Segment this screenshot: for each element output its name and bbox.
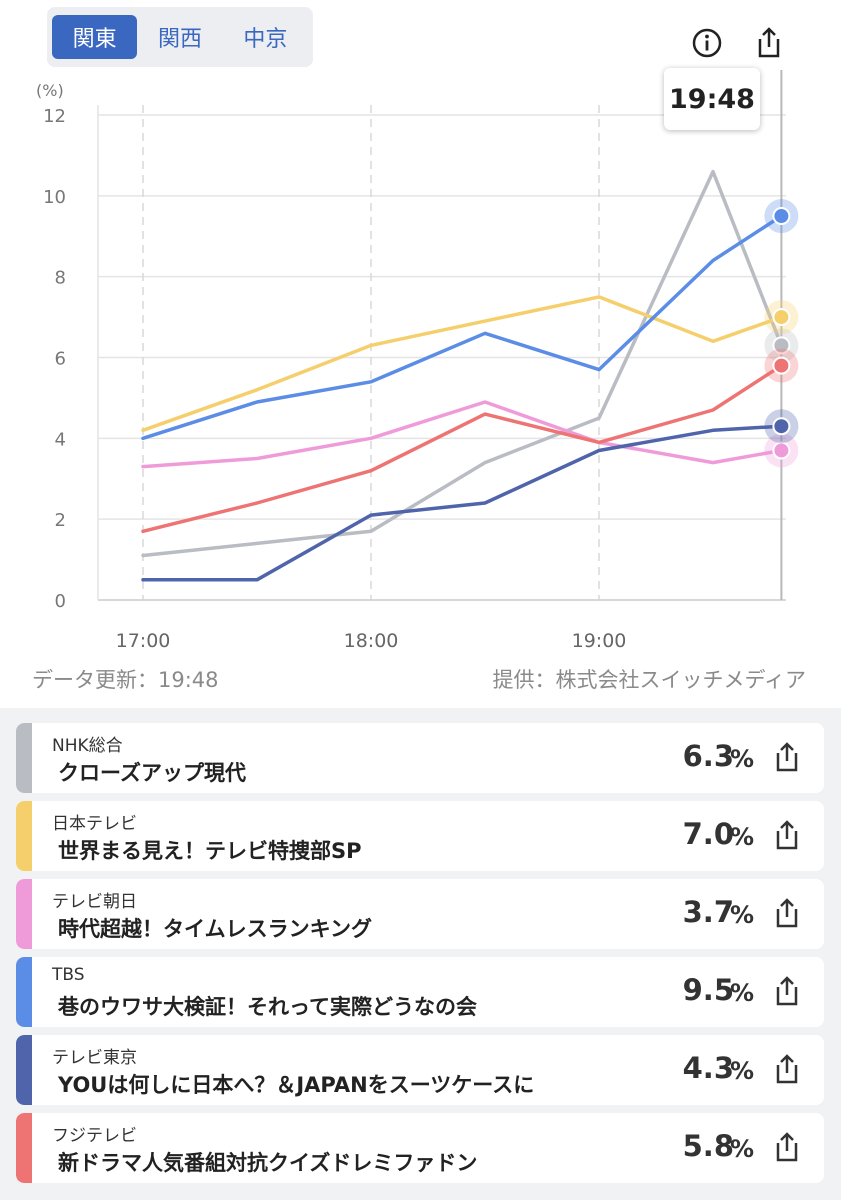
rating-value: 5.8 (682, 1129, 734, 1163)
rating-unit: % (729, 1057, 754, 1085)
update-time: データ更新：19:48 (32, 668, 219, 692)
y-tick-label: 12 (43, 106, 66, 127)
series-line (141, 295, 784, 433)
rating-value: 6.3 (682, 739, 734, 773)
program-card[interactable]: NHK総合クローズアップ現代 6.3% (16, 723, 824, 793)
chart-canvas: 0 2 4 6 8 10 12 (%) 17:00 18:00 19:00 (36, 70, 799, 652)
share-icon[interactable] (770, 1052, 804, 1086)
y-tick-label: 0 (55, 591, 66, 612)
series-line (141, 214, 784, 441)
channel-name: NHK総合 (52, 736, 123, 756)
program-list: NHK総合クローズアップ現代 6.3% 日本テレビ世界まる見え！テレビ特捜部SP 7.… (0, 708, 841, 1200)
y-tick-label: 2 (55, 510, 66, 531)
program-title: 巷のウワサ大検証！それって実際どうなの会 (58, 995, 477, 1019)
x-tick-label: 17:00 (116, 630, 171, 652)
program-card[interactable]: テレビ東京 YOUは何しに日本へ？＆JAPANをスーツケースに 4.3% (16, 1035, 824, 1105)
y-tick-label: 6 (55, 349, 66, 370)
rating-value: 3.7 (682, 895, 734, 929)
rating-unit: % (729, 745, 754, 773)
tab-chukyo[interactable]: 中京 (243, 27, 288, 52)
series-endpoint (772, 441, 791, 460)
rating-unit: % (729, 823, 754, 851)
channel-color-bar (16, 723, 32, 793)
share-icon[interactable] (752, 26, 786, 60)
time-tooltip: 19:48 (664, 68, 760, 130)
rating-unit: % (729, 979, 754, 1007)
region-tabs: 関東 関西 中京 (47, 7, 313, 67)
channel-color-bar (16, 1113, 32, 1183)
rating-value: 9.5 (682, 973, 734, 1007)
rating-value: 7.0 (682, 817, 734, 851)
series-endpoint (772, 356, 791, 375)
series-endpoint (772, 336, 791, 355)
program-card[interactable]: テレビ朝日時代超越！タイムレスランキング 3.7% (16, 879, 824, 949)
series-endpoint (772, 207, 791, 226)
y-tick-label: 10 (43, 187, 66, 208)
channel-name: TBS (52, 965, 85, 985)
program-title: 世界まる見え！テレビ特捜部SP (58, 839, 362, 863)
series-line (141, 169, 784, 558)
series-line (141, 400, 784, 469)
channel-color-bar (16, 879, 32, 949)
channel-name: フジテレビ (52, 1126, 137, 1146)
program-title: 新ドラマ人気番組対抗クイズドレミファドン (58, 1151, 478, 1175)
rating-unit: % (729, 1135, 754, 1163)
channel-name: テレビ朝日 (52, 892, 137, 912)
rating-chart: 0 2 4 6 8 10 12 (%) 17:00 18:00 19:00 (0, 70, 841, 660)
channel-color-bar (16, 801, 32, 871)
program-card[interactable]: フジテレビ新ドラマ人気番組対抗クイズドレミファドン 5.8% (16, 1113, 824, 1183)
channel-name: テレビ東京 (52, 1048, 137, 1068)
channel-color-bar (16, 1035, 32, 1105)
program-title: YOUは何しに日本へ？＆JAPANをスーツケースに (58, 1073, 535, 1097)
series-line (141, 363, 784, 534)
share-icon[interactable] (770, 740, 804, 774)
tab-kansai[interactable]: 関西 (157, 27, 202, 52)
series-line (141, 424, 784, 582)
program-card[interactable]: 日本テレビ世界まる見え！テレビ特捜部SP 7.0% (16, 801, 824, 871)
channel-color-bar (16, 957, 32, 1027)
share-icon[interactable] (770, 1130, 804, 1164)
series-endpoint (772, 308, 791, 327)
channel-name: 日本テレビ (52, 814, 137, 834)
x-tick-label: 18:00 (344, 630, 399, 652)
program-title: 時代超越！タイムレスランキング (58, 917, 372, 941)
y-axis-unit: (%) (36, 81, 64, 100)
program-card[interactable]: TBS 巷のウワサ大検証！それって実際どうなの会 9.5% (16, 957, 824, 1027)
share-icon[interactable] (770, 974, 804, 1008)
y-tick-label: 4 (55, 429, 66, 450)
x-tick-label: 19:00 (572, 630, 627, 652)
info-icon[interactable] (690, 26, 724, 60)
share-icon[interactable] (770, 818, 804, 852)
rating-unit: % (729, 901, 754, 929)
tab-kanto[interactable]: 関東 (52, 15, 138, 59)
rating-value: 4.3 (682, 1051, 734, 1085)
series-endpoint (772, 417, 791, 436)
share-icon[interactable] (770, 896, 804, 930)
data-provider: 提供：株式会社スイッチメディア (492, 668, 806, 692)
program-title: クローズアップ現代 (58, 761, 246, 785)
y-tick-label: 8 (55, 268, 66, 289)
